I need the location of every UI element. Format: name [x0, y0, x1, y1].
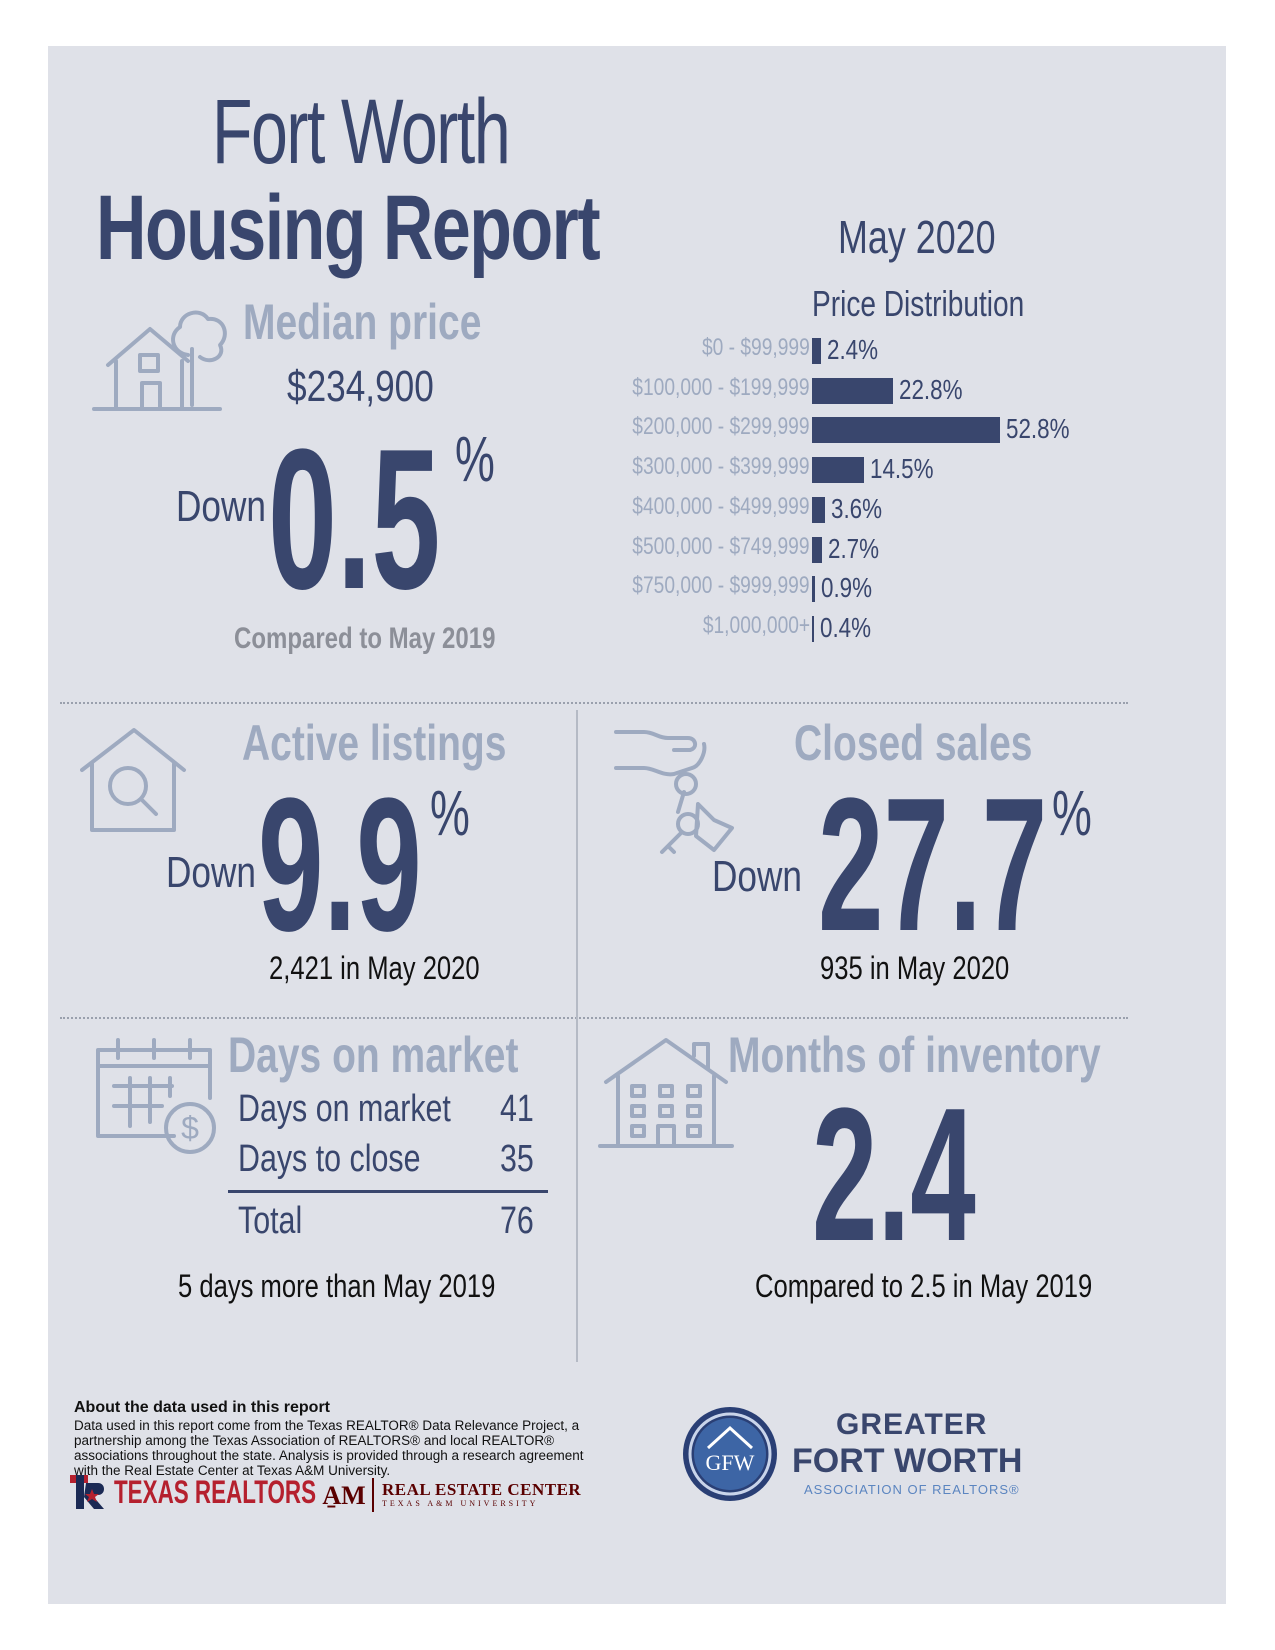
price-bar-row: $500,000 - $749,999 2.7%: [630, 533, 1100, 565]
calendar-dollar-icon: $: [96, 1038, 216, 1154]
price-bar-label: $0 - $99,999: [702, 334, 810, 361]
rec-wordmark: REAL ESTATE CENTER: [382, 1480, 582, 1499]
active-change-unit: %: [430, 777, 470, 849]
svg-text:A̱M: A̱M: [322, 1481, 365, 1510]
price-bar-label: $750,000 - $999,999: [632, 572, 810, 600]
rec-separator: [372, 1478, 374, 1512]
months-inventory-note: Compared to 2.5 in May 2019: [755, 1268, 1093, 1304]
price-bar-label: $100,000 - $199,999: [632, 373, 810, 401]
title-line1: Fort Worth: [212, 81, 511, 183]
active-change-value: 9.9: [258, 759, 422, 971]
divider-top: [60, 702, 1128, 704]
price-bar: [812, 576, 816, 603]
price-bar-row: $100,000 - $199,999 22.8%: [630, 374, 1100, 406]
gfw-line2: FORT WORTH: [792, 1442, 1023, 1480]
texas-realtors-wordmark: TEXAS REALTORS: [114, 1474, 317, 1510]
dom-row-value: 35: [500, 1138, 534, 1180]
gfw-seal-text: GFW: [706, 1450, 755, 1475]
price-bar: [812, 536, 822, 563]
median-price-heading: Median price: [243, 294, 482, 350]
divider-middle: [60, 1017, 1128, 1019]
dom-row-label: Days on market: [238, 1088, 451, 1130]
title-line2: Housing Report: [96, 177, 601, 279]
dom-total-value: 76: [500, 1200, 534, 1242]
active-note: 2,421 in May 2020: [269, 950, 480, 986]
price-bar-value: 14.5%: [869, 453, 934, 485]
about-text: Data used in this report come from the T…: [74, 1418, 584, 1478]
price-distribution-heading: Price Distribution: [812, 283, 1025, 324]
price-bar-row: $1,000,000+ 0.4%: [630, 612, 1100, 644]
dom-row-days-on-market: Days on market 41: [238, 1088, 568, 1131]
median-price-value: $234,900: [287, 362, 434, 411]
active-listings-heading: Active listings: [242, 715, 507, 771]
rec-subline: TEXAS A&M UNIVERSITY: [382, 1499, 539, 1508]
house-tree-icon: [92, 310, 227, 411]
price-bar-row: $400,000 - $499,999 3.6%: [630, 493, 1100, 525]
median-compare-note: Compared to May 2019: [234, 622, 496, 655]
active-direction: Down: [166, 848, 256, 897]
days-on-market-heading: Days on market: [228, 1027, 519, 1083]
median-direction: Down: [176, 482, 266, 531]
price-bar-value: 2.4%: [826, 334, 878, 365]
dom-note: 5 days more than May 2019: [178, 1268, 496, 1304]
months-inventory-value: 2.4: [812, 1069, 976, 1281]
dom-total-label: Total: [238, 1200, 303, 1242]
gfw-seal-icon: GFW: [683, 1407, 777, 1501]
apartment-building-icon: [598, 1038, 734, 1148]
price-bar-row: $0 - $99,999 2.4%: [630, 334, 1100, 366]
closed-change-value: 27.7: [818, 759, 1048, 971]
divider-vertical: [576, 710, 578, 1362]
gfw-line3: ASSOCIATION OF REALTORS®: [804, 1482, 1020, 1497]
price-bar: [812, 615, 814, 642]
price-bar-value: 0.9%: [821, 572, 873, 604]
closed-note: 935 in May 2020: [820, 950, 1010, 986]
median-change-value: 0.5: [268, 408, 441, 631]
price-bar-label: $1,000,000+: [702, 611, 810, 639]
price-bar-label: $300,000 - $399,999: [632, 453, 810, 481]
house-search-icon: [80, 728, 186, 832]
hand-keys-icon: [614, 730, 734, 854]
atm-logo-icon: A̱M: [322, 1481, 365, 1510]
price-bar-value: 3.6%: [830, 492, 882, 524]
price-bar-label: $200,000 - $299,999: [632, 413, 810, 441]
price-bar: [812, 496, 825, 523]
closed-change-unit: %: [1052, 777, 1092, 849]
price-bar-row: $300,000 - $399,999 14.5%: [630, 453, 1100, 485]
dom-row-label: Days to close: [238, 1138, 421, 1180]
dom-row-total: Total 76: [238, 1200, 568, 1243]
report-panel: [48, 46, 1226, 1604]
dom-row-days-to-close: Days to close 35: [238, 1138, 568, 1181]
months-inventory-heading: Months of inventory: [728, 1027, 1101, 1083]
svg-text:$: $: [181, 1110, 199, 1146]
closed-sales-heading: Closed sales: [794, 715, 1033, 771]
dom-total-rule: [228, 1190, 548, 1193]
price-bar-value: 0.4%: [820, 611, 872, 643]
median-change-unit: %: [455, 423, 495, 495]
price-bar-value: 2.7%: [827, 532, 879, 564]
price-bar: [812, 377, 894, 404]
texas-realtors-logo-icon: [70, 1475, 104, 1509]
price-bar-row: $200,000 - $299,999 52.8%: [630, 413, 1100, 445]
price-bar: [812, 457, 864, 484]
dom-row-value: 41: [500, 1088, 534, 1130]
price-bar-value: 22.8%: [899, 373, 963, 405]
price-bar-label: $400,000 - $499,999: [632, 492, 810, 520]
report-month: May 2020: [838, 211, 996, 263]
price-bar-value: 52.8%: [1006, 413, 1070, 445]
price-bar-row: $750,000 - $999,999 0.9%: [630, 572, 1100, 604]
closed-direction: Down: [712, 852, 802, 901]
price-bar-label: $500,000 - $749,999: [632, 532, 810, 560]
about-heading: About the data used in this report: [74, 1399, 331, 1416]
gfw-line1: GREATER: [836, 1408, 988, 1441]
price-bar: [812, 417, 1000, 444]
price-bar: [812, 338, 821, 364]
